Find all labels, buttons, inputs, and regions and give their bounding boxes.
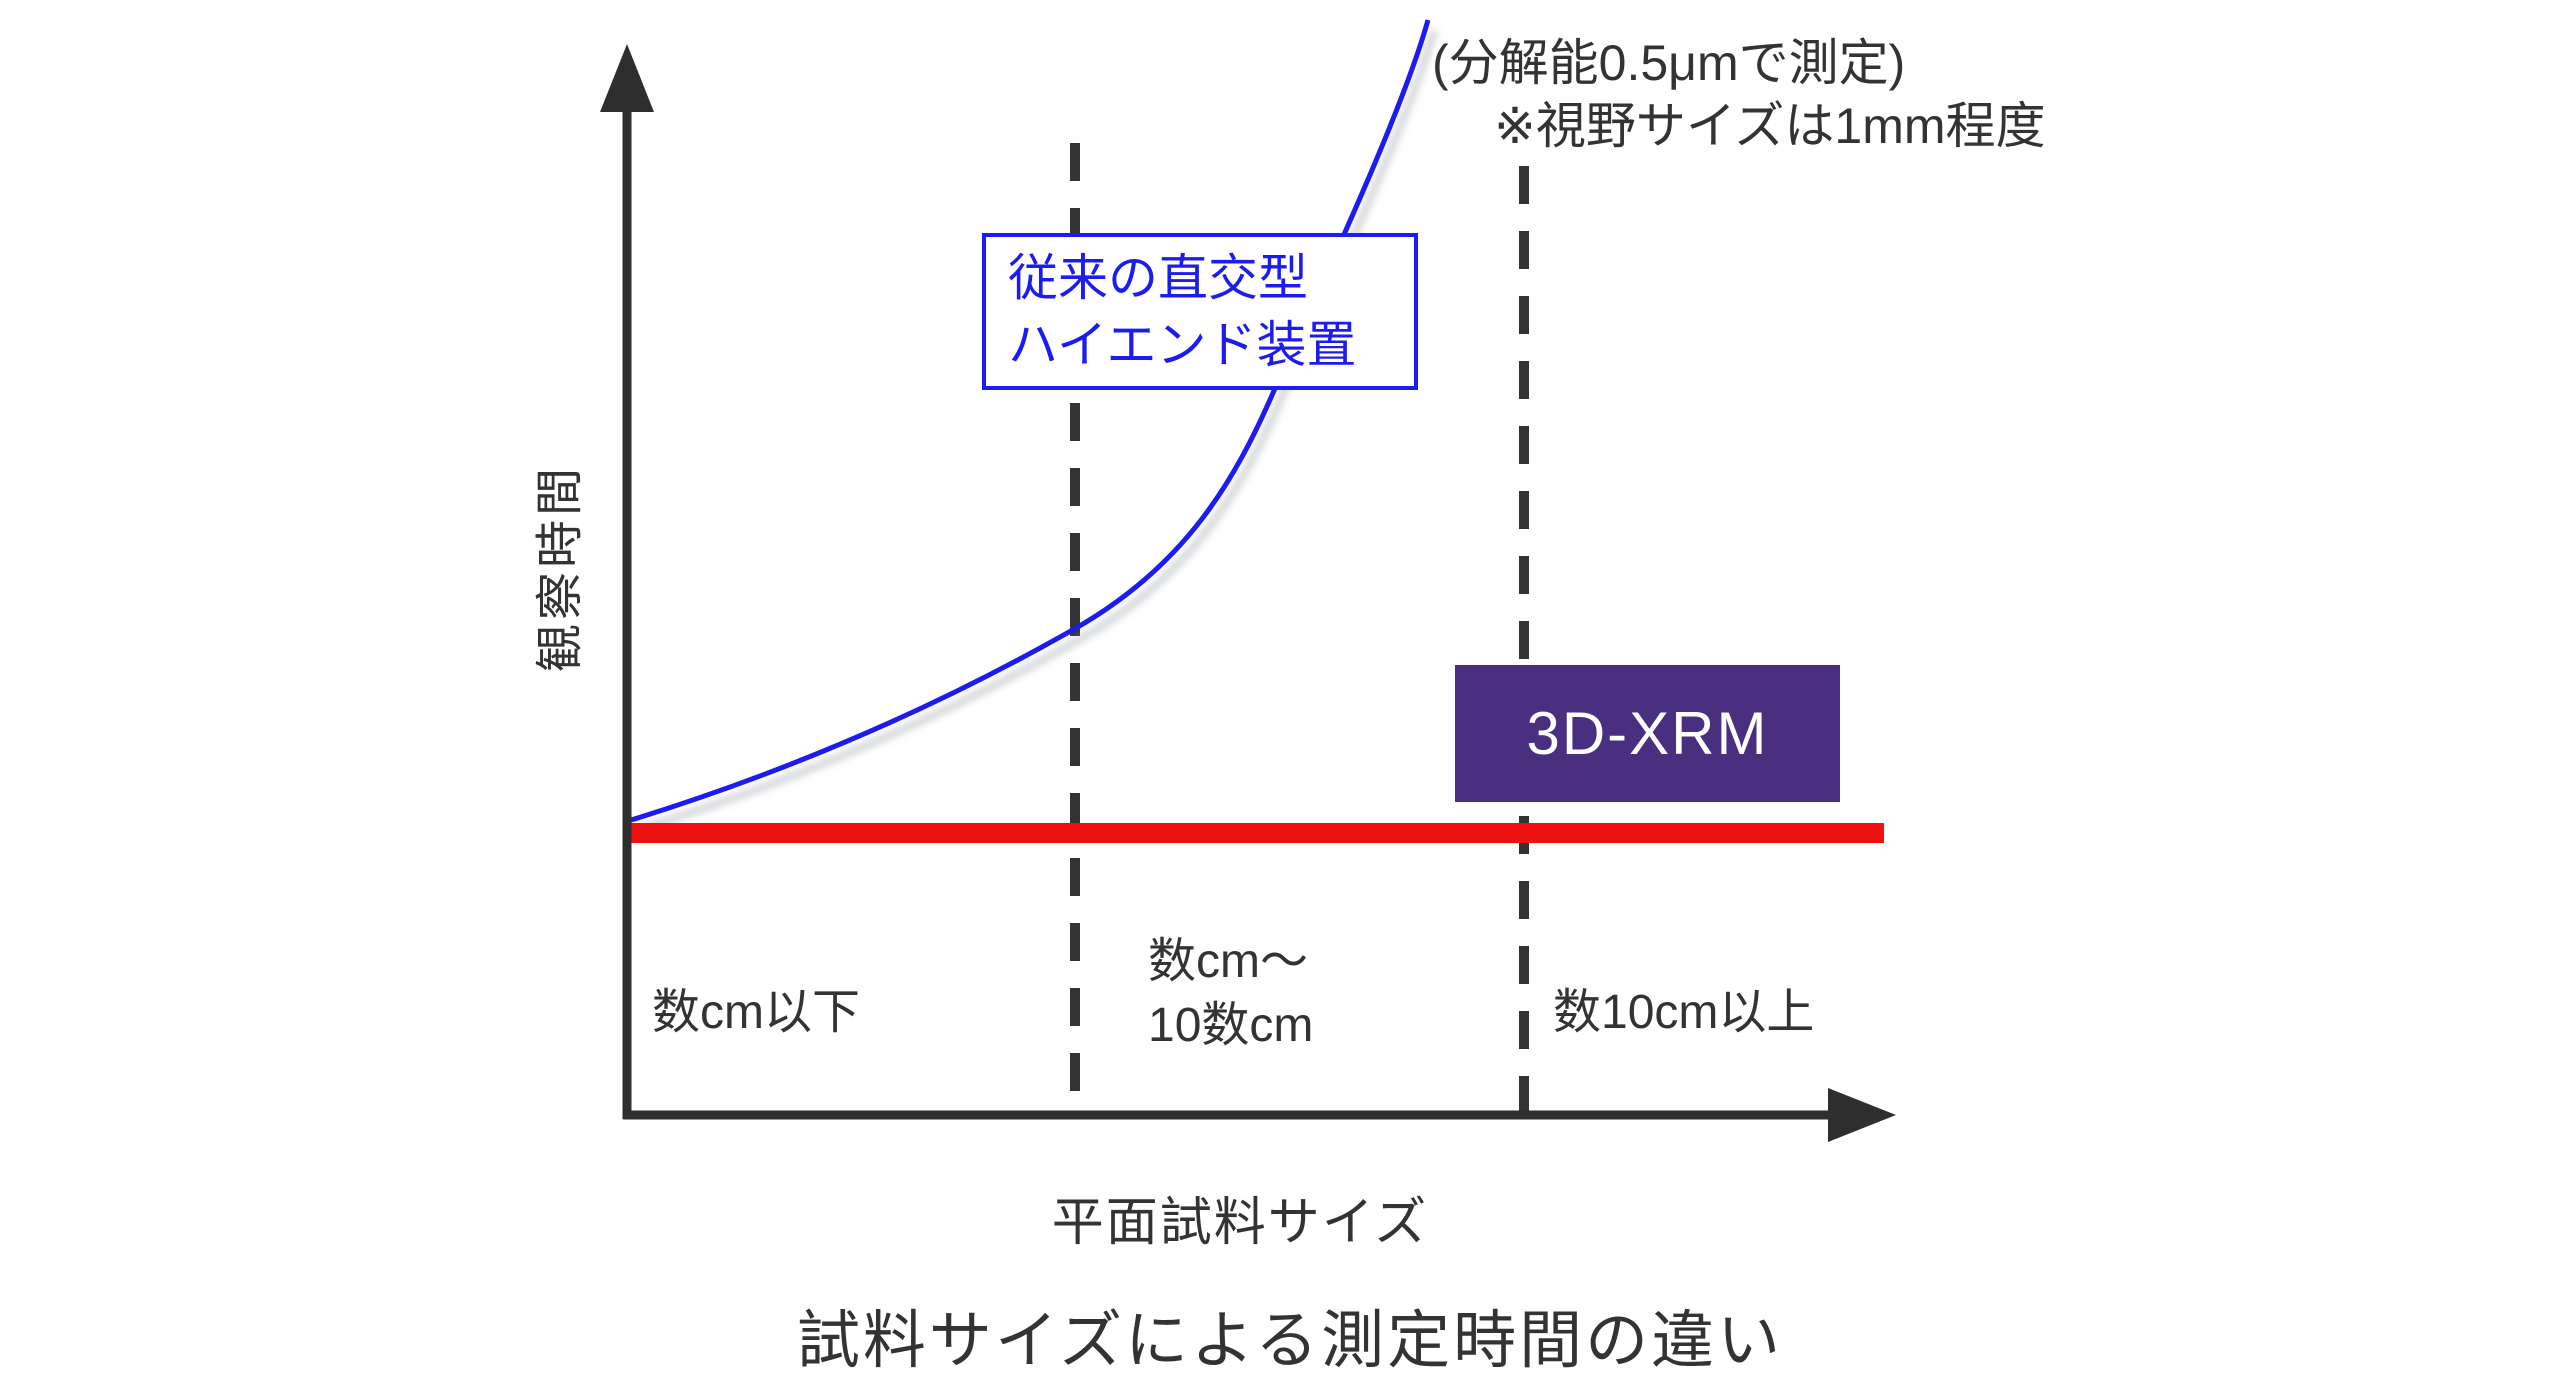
xrm-badge-label: 3D-XRM [1526, 700, 1769, 767]
x-axis-label: 平面試料サイズ [1051, 1194, 1429, 1252]
measurement-note: (分解能0.5μmで測定) ※視野サイズは1mm程度 [1432, 32, 2046, 158]
measurement-note-line2: ※視野サイズは1mm程度 [1494, 98, 2046, 154]
conventional-device-label-line2: ハイエンド装置 [1008, 317, 1357, 373]
measurement-note-line1: (分解能0.5μmで測定) [1432, 35, 1906, 91]
y-axis-arrow [600, 44, 654, 112]
category-label-medium-line2: 10数cm [1148, 999, 1314, 1052]
conventional-curve-shadow [633, 29, 1437, 834]
conventional-device-callout: 従来の直交型 ハイエンド装置 [982, 233, 1418, 390]
category-label-medium-line1: 数cm〜 [1148, 935, 1308, 988]
category-label-small: 数cm以下 [652, 986, 860, 1039]
figure-title: 試料サイズによる測定時間の違い [796, 1306, 1784, 1376]
xrm-badge: 3D-XRM [1455, 665, 1840, 802]
x-axis-arrow [1828, 1088, 1896, 1142]
conventional-device-label-line1: 従来の直交型 [1008, 250, 1308, 306]
y-axis-label: 観察時間 [534, 464, 587, 673]
conventional-time-curve [627, 19, 1431, 824]
category-label-medium: 数cm〜 10数cm [1148, 930, 1313, 1058]
category-label-large: 数10cm以上 [1553, 986, 1815, 1039]
